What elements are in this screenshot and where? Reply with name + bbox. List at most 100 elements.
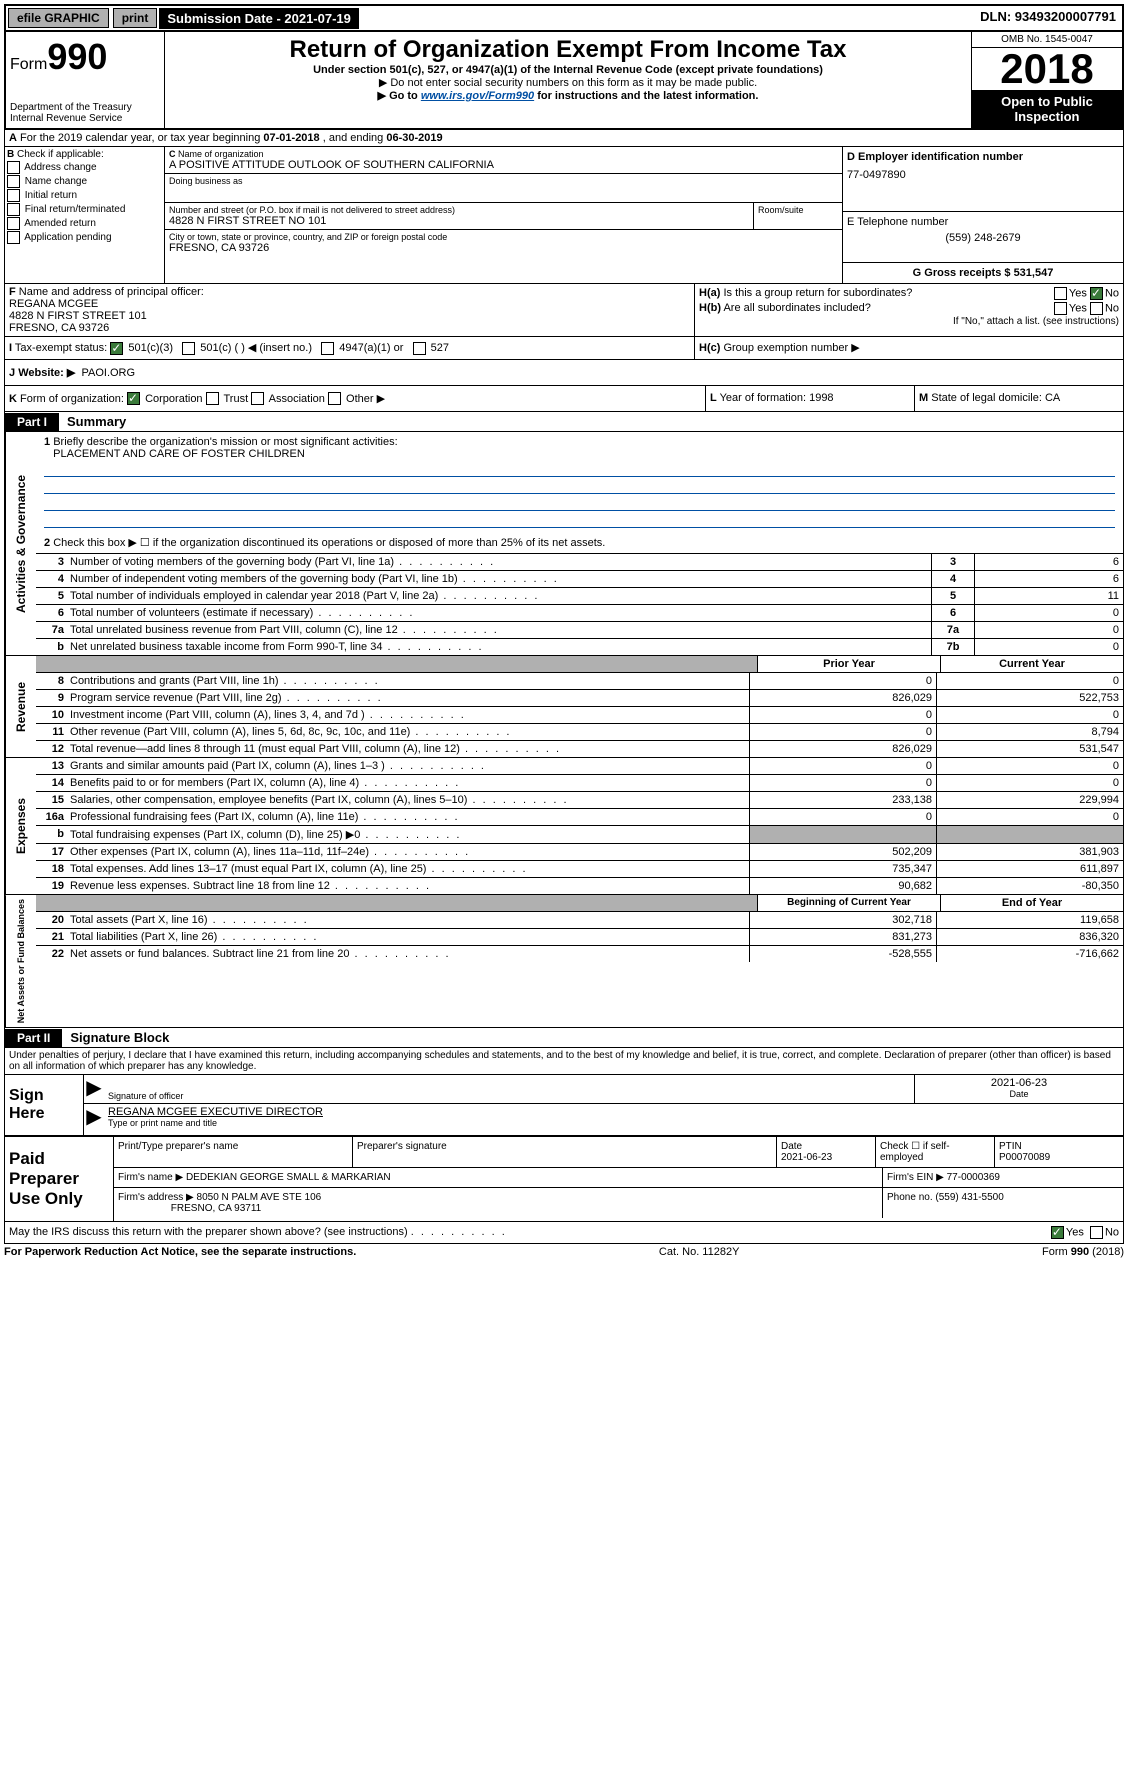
col-h-group: H(a) Is this a group return for subordin…	[695, 284, 1123, 336]
hb-note: If "No," attach a list. (see instruction…	[699, 316, 1119, 327]
header-right: OMB No. 1545-0047 2018 Open to Public In…	[971, 32, 1122, 128]
opt-amended[interactable]: Amended return	[7, 217, 162, 230]
officer-addr2: FRESNO, CA 93726	[9, 322, 109, 334]
print-btn[interactable]: print	[113, 8, 158, 28]
exp-line-b: bTotal fundraising expenses (Part IX, co…	[36, 825, 1123, 843]
exp-line-13: 13Grants and similar amounts paid (Part …	[36, 758, 1123, 774]
rev-line-12: 12Total revenue—add lines 8 through 11 (…	[36, 740, 1123, 757]
note-goto: ▶ Go to www.irs.gov/Form990 for instruct…	[169, 89, 967, 102]
c-name-label: Name of organization	[178, 149, 264, 159]
part1-title: Summary	[59, 412, 134, 431]
l-label: Year of formation:	[720, 392, 806, 404]
opt-final-return[interactable]: Final return/terminated	[7, 203, 162, 216]
top-left: efile GRAPHIC print Submission Date - 20…	[6, 6, 359, 30]
sign-arrow-icon: ▶	[84, 1075, 104, 1103]
footer-bottom: For Paperwork Reduction Act Notice, see …	[4, 1244, 1124, 1260]
hc-label: Group exemption number ▶	[723, 342, 859, 354]
form-number: 990	[47, 36, 107, 77]
exp-line-19: 19Revenue less expenses. Subtract line 1…	[36, 877, 1123, 894]
perjury-text: Under penalties of perjury, I declare th…	[5, 1048, 1123, 1074]
governance-section: Activities & Governance 1 Briefly descri…	[4, 432, 1124, 656]
subtitle: Under section 501(c), 527, or 4947(a)(1)…	[169, 64, 967, 76]
row-j-website: J Website: ▶ PAOI.ORG	[4, 360, 1124, 386]
ha-label: Is this a group return for subordinates?	[723, 287, 912, 299]
discuss-row: May the IRS discuss this return with the…	[4, 1222, 1124, 1244]
opt-app-pending[interactable]: Application pending	[7, 231, 162, 244]
dept-treasury: Department of the Treasury Internal Reve…	[10, 102, 160, 124]
signature-block: Under penalties of perjury, I declare th…	[4, 1048, 1124, 1222]
cat-no: Cat. No. 11282Y	[659, 1246, 740, 1258]
paperwork-notice: For Paperwork Reduction Act Notice, see …	[4, 1246, 356, 1258]
opt-501c[interactable]: 501(c) ( ) ◀ (insert no.)	[200, 342, 312, 354]
form-header: Form990 Department of the Treasury Inter…	[4, 32, 1124, 130]
row-i-hc: I Tax-exempt status: 501(c)(3) 501(c) ( …	[4, 337, 1124, 360]
prep-date-h: Date	[781, 1141, 802, 1152]
part1-header-row: Part I Summary	[4, 412, 1124, 432]
exp-line-18: 18Total expenses. Add lines 13–17 (must …	[36, 860, 1123, 877]
main-title: Return of Organization Exempt From Incom…	[169, 36, 967, 64]
beginning-year-header: Beginning of Current Year	[757, 895, 940, 911]
expenses-section: Expenses 13Grants and similar amounts pa…	[4, 758, 1124, 895]
row-a-pre: For the 2019 calendar year, or tax year …	[20, 132, 263, 144]
side-netassets: Net Assets or Fund Balances	[5, 895, 36, 1027]
gross-receipts: 531,547	[1014, 267, 1054, 279]
goto-post: for instructions and the latest informat…	[534, 90, 758, 102]
block-fh: F Name and address of principal officer:…	[4, 284, 1124, 337]
opt-initial-return[interactable]: Initial return	[7, 189, 162, 202]
opt-4947[interactable]: 4947(a)(1) or	[339, 342, 403, 354]
prep-phone-l: Phone no.	[887, 1192, 933, 1203]
j-label: Website: ▶	[18, 367, 75, 379]
gov-line-5: 5Total number of individuals employed in…	[36, 587, 1123, 604]
side-revenue: Revenue	[5, 656, 36, 757]
street: 4828 N FIRST STREET NO 101	[169, 215, 749, 227]
opt-501c3[interactable]: 501(c)(3)	[128, 342, 173, 354]
opt-corp[interactable]: Corporation	[145, 393, 202, 405]
side-expenses: Expenses	[5, 758, 36, 894]
self-employed-check[interactable]: Check ☐ if self-employed	[876, 1137, 995, 1167]
row-k-form-org: K Form of organization: Corporation Trus…	[4, 386, 1124, 413]
firm-name: DEDEKIAN GEORGE SMALL & MARKARIAN	[186, 1172, 391, 1183]
exp-line-17: 17Other expenses (Part IX, column (A), l…	[36, 843, 1123, 860]
sign-here-label: Sign Here	[5, 1075, 84, 1135]
row-i-tax-status: I Tax-exempt status: 501(c)(3) 501(c) ( …	[5, 337, 695, 359]
row-a-tax-year: A For the 2019 calendar year, or tax yea…	[4, 130, 1124, 147]
row-a-mid: , and ending	[320, 132, 387, 144]
end-year-header: End of Year	[940, 895, 1123, 911]
street-label: Number and street (or P.O. box if mail i…	[169, 205, 749, 215]
firm-addr-l: Firm's address ▶	[118, 1192, 194, 1203]
efile-graphic-btn[interactable]: efile GRAPHIC	[8, 8, 109, 28]
opt-trust[interactable]: Trust	[223, 393, 248, 405]
gov-line-b: bNet unrelated business taxable income f…	[36, 638, 1123, 655]
preparer-sig-h: Preparer's signature	[353, 1137, 777, 1167]
opt-name-change[interactable]: Name change	[7, 175, 162, 188]
sig-officer-label: Signature of officer	[108, 1091, 910, 1101]
opt-527[interactable]: 527	[431, 342, 449, 354]
rev-line-9: 9Program service revenue (Part VIII, lin…	[36, 689, 1123, 706]
gross-label: G Gross receipts $	[913, 267, 1011, 279]
tax-year: 2018	[972, 48, 1122, 90]
opt-other[interactable]: Other ▶	[346, 393, 385, 405]
header-spacer	[36, 656, 757, 672]
row-hc: H(c) Group exemption number ▶	[695, 337, 1123, 359]
gov-line-4: 4Number of independent voting members of…	[36, 570, 1123, 587]
f-label: Name and address of principal officer:	[19, 286, 204, 298]
state-domicile: CA	[1045, 392, 1060, 404]
firm-addr: 8050 N PALM AVE STE 106	[197, 1192, 322, 1203]
mission-text: PLACEMENT AND CARE OF FOSTER CHILDREN	[53, 448, 305, 460]
part1-badge: Part I	[5, 413, 59, 431]
ein-label: D Employer identification number	[847, 151, 1119, 163]
paid-preparer-label: Paid Preparer Use Only	[5, 1137, 114, 1221]
irs-link[interactable]: www.irs.gov/Form990	[421, 90, 534, 102]
opt-address-change[interactable]: Address change	[7, 161, 162, 174]
m-label: State of legal domicile:	[931, 392, 1042, 404]
line2-discontinued: Check this box ▶ ☐ if the organization d…	[53, 537, 605, 549]
year-begin: 07-01-2018	[263, 132, 319, 144]
paid-preparer-block: Paid Preparer Use Only Print/Type prepar…	[5, 1135, 1123, 1221]
firm-ein-l: Firm's EIN ▶	[887, 1172, 944, 1183]
officer-name: REGANA MCGEE	[9, 298, 98, 310]
exp-line-16a: 16aProfessional fundraising fees (Part I…	[36, 808, 1123, 825]
opt-assoc[interactable]: Association	[269, 393, 325, 405]
city-label: City or town, state or province, country…	[169, 232, 838, 242]
city: FRESNO, CA 93726	[169, 242, 838, 254]
discuss-text: May the IRS discuss this return with the…	[9, 1226, 408, 1238]
